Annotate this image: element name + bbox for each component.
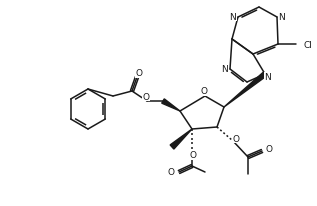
Text: O: O xyxy=(190,151,197,160)
Polygon shape xyxy=(162,99,180,111)
Text: O: O xyxy=(266,145,273,154)
Text: O: O xyxy=(232,134,240,143)
Text: N: N xyxy=(230,12,236,21)
Text: O: O xyxy=(135,69,143,78)
Text: O: O xyxy=(143,92,150,101)
Polygon shape xyxy=(224,73,267,108)
Polygon shape xyxy=(170,129,192,149)
Text: N: N xyxy=(222,65,228,74)
Text: O: O xyxy=(200,87,208,96)
Text: O: O xyxy=(168,168,175,177)
Text: N: N xyxy=(279,12,285,21)
Text: N: N xyxy=(265,73,271,82)
Text: Cl: Cl xyxy=(304,40,313,49)
